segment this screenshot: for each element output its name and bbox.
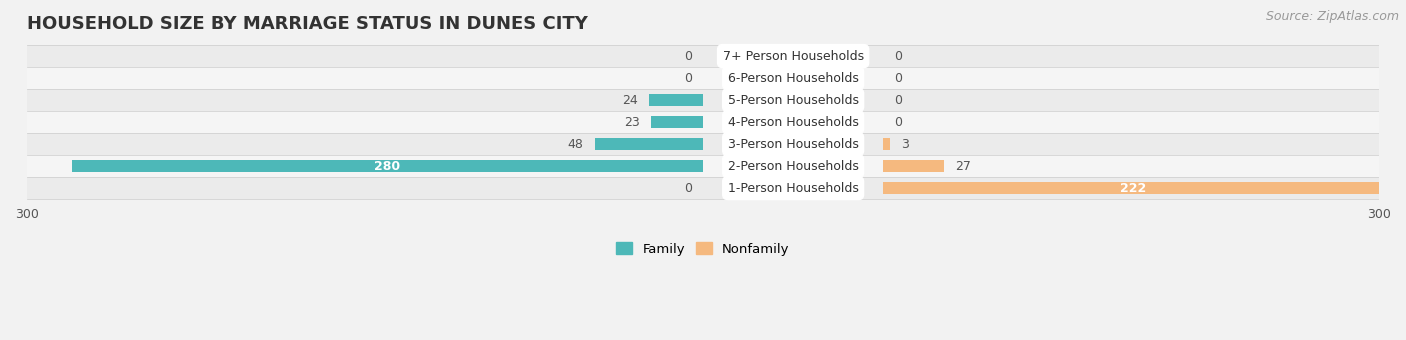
Bar xyxy=(27,67,1379,89)
Text: 0: 0 xyxy=(894,50,903,63)
Text: 0: 0 xyxy=(683,50,692,63)
Text: HOUSEHOLD SIZE BY MARRIAGE STATUS IN DUNES CITY: HOUSEHOLD SIZE BY MARRIAGE STATUS IN DUN… xyxy=(27,15,588,33)
Text: 5-Person Households: 5-Person Households xyxy=(728,94,859,106)
Bar xyxy=(883,160,943,172)
Text: Source: ZipAtlas.com: Source: ZipAtlas.com xyxy=(1265,10,1399,23)
Text: 222: 222 xyxy=(1121,182,1146,194)
Text: 0: 0 xyxy=(894,72,903,85)
Text: 23: 23 xyxy=(624,116,640,129)
Text: 27: 27 xyxy=(956,159,972,173)
Text: 24: 24 xyxy=(621,94,638,106)
Text: 48: 48 xyxy=(568,138,583,151)
Bar xyxy=(72,160,703,172)
Text: 280: 280 xyxy=(374,159,401,173)
Bar xyxy=(650,94,703,106)
Bar xyxy=(27,155,1379,177)
Text: 1-Person Households: 1-Person Households xyxy=(728,182,859,194)
Legend: Family, Nonfamily: Family, Nonfamily xyxy=(612,237,794,261)
Bar xyxy=(883,138,890,150)
Text: 0: 0 xyxy=(894,116,903,129)
Text: 3-Person Households: 3-Person Households xyxy=(728,138,859,151)
Bar xyxy=(27,133,1379,155)
Bar xyxy=(651,116,703,129)
Bar xyxy=(27,177,1379,199)
Text: 4-Person Households: 4-Person Households xyxy=(728,116,859,129)
Bar xyxy=(27,111,1379,133)
Text: 2-Person Households: 2-Person Households xyxy=(728,159,859,173)
Bar xyxy=(595,138,703,150)
Text: 7+ Person Households: 7+ Person Households xyxy=(723,50,863,63)
Text: 0: 0 xyxy=(894,94,903,106)
Text: 0: 0 xyxy=(683,72,692,85)
Text: 0: 0 xyxy=(683,182,692,194)
Bar xyxy=(27,89,1379,111)
Bar xyxy=(883,182,1384,194)
Bar xyxy=(27,45,1379,67)
Text: 6-Person Households: 6-Person Households xyxy=(728,72,859,85)
Text: 3: 3 xyxy=(901,138,910,151)
